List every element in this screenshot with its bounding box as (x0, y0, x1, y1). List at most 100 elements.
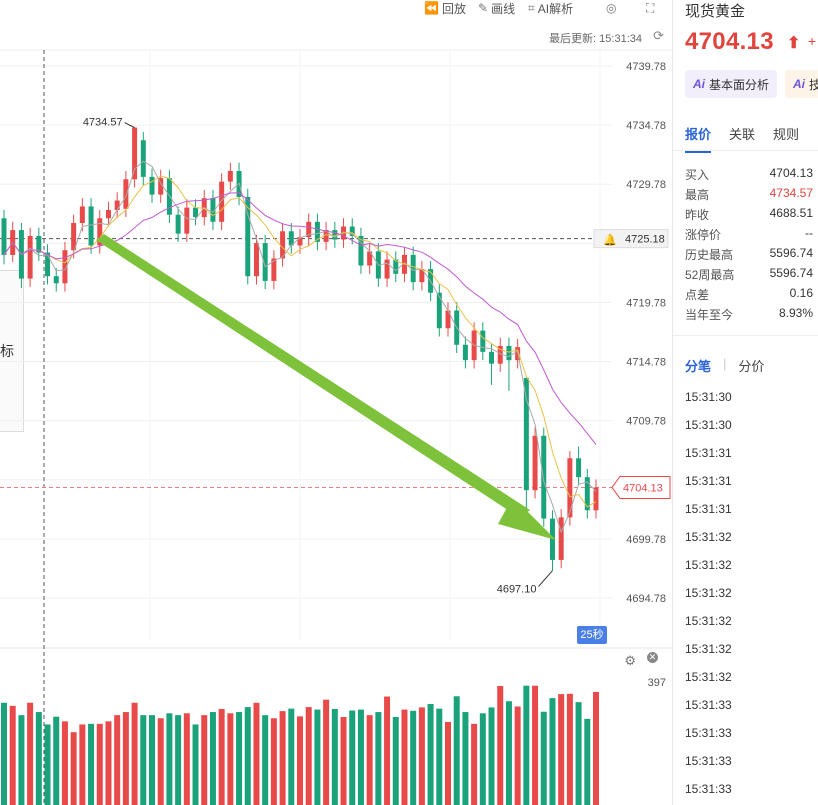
ai-icon: Ai (793, 77, 805, 91)
current-price: 4704.13 (685, 28, 774, 55)
ai-analysis-button[interactable]: ⌗ AI解析 (528, 0, 573, 16)
volume-bar (462, 712, 469, 805)
volume-bar (514, 706, 521, 805)
volume-bar (44, 724, 51, 805)
section-divider (673, 335, 818, 336)
candle-body (384, 259, 390, 279)
volume-bar (270, 718, 277, 805)
quote-row-52w-high: 52周最高 5596.74 (685, 266, 813, 283)
replay-button[interactable]: ⏪ 回放 (424, 0, 466, 16)
tick-time: 15:31:30 (685, 418, 732, 432)
volume-bar (401, 709, 408, 805)
up-arrow-icon: ⬆ (787, 35, 801, 52)
volume-bar (262, 715, 269, 805)
ai-scan-icon: ⌗ (528, 0, 535, 15)
volume-settings-icon[interactable]: ⚙ (624, 653, 636, 668)
volume-close-icon[interactable]: ✕ (647, 652, 658, 663)
candle-body (53, 276, 59, 284)
quote-value: -- (805, 226, 813, 240)
ai-analysis-label: AI解析 (537, 1, 574, 16)
volume-bar (218, 708, 225, 805)
candle-body (123, 179, 129, 209)
screenshot-button[interactable]: ◎ (606, 0, 616, 16)
quote-row-spread: 点差 0.16 (685, 286, 813, 303)
candle-body (27, 236, 33, 279)
volume-bar (288, 708, 295, 805)
fullscreen-button[interactable]: ⛶ (646, 0, 654, 16)
quote-row-prev-close: 昨收 4688.51 (685, 206, 813, 223)
current-price-tag-bg (611, 475, 671, 499)
ai-icon: Ai (693, 77, 705, 91)
quote-value: 5596.74 (769, 266, 813, 280)
quote-row-limit-up: 涨停价 -- (685, 226, 813, 243)
volume-bar (323, 699, 330, 805)
chart-area[interactable]: ⏪ 回放 ✎ 画线 ⌗ AI解析 ◎ ⛶ 最后更新: 15:31:34 ⟳ 标 … (0, 0, 672, 805)
indicator-panel-edge[interactable]: 标 (0, 270, 24, 432)
draw-line-button[interactable]: ✎ 画线 (478, 0, 515, 16)
technical-analysis-button[interactable]: Ai 技 (785, 70, 818, 98)
tick-list[interactable]: 15:31:30 15:31:30 15:31:30 15:31:31 15:3… (685, 375, 815, 805)
quote-row-high: 最高 4734.57 (685, 186, 813, 203)
last-update-time: 最后更新: 15:31:34 (549, 33, 642, 45)
candle-body (105, 209, 111, 219)
volume-bar (305, 707, 312, 805)
candle-body (219, 181, 225, 222)
quote-label: 涨停价 (685, 228, 722, 242)
candlestick-chart[interactable]: 4739.78 4734.78 4729.78 4719.78 4714.78 4709.… (0, 0, 672, 805)
candle-body (271, 258, 277, 281)
volume-bar (445, 721, 451, 805)
volume-bar (88, 723, 95, 805)
quote-label: 历史最高 (685, 248, 734, 262)
candle-body (158, 178, 164, 195)
volume-bar (497, 686, 504, 805)
quote-label: 买入 (685, 168, 710, 182)
current-price-tag: 4704.13 (623, 482, 663, 494)
volume-bar (418, 707, 425, 805)
candle-body (36, 236, 42, 253)
fundamental-analysis-button[interactable]: Ai 基本面分析 (685, 70, 778, 98)
volume-bar (201, 715, 208, 805)
volume-bar (575, 702, 582, 805)
quote-row-bid: 买入 4704.13 (685, 166, 813, 183)
quote-row-ytd: 当年至今 8.93% (685, 306, 813, 323)
tab-quote[interactable]: 报价 (685, 124, 712, 153)
candle-body (114, 200, 120, 210)
tab-rules[interactable]: 规则 (773, 127, 800, 142)
volume-bar (566, 693, 573, 805)
volume-bar (209, 712, 216, 805)
pen-icon: ✎ (478, 1, 489, 15)
candle-body (184, 207, 190, 234)
instrument-title: 现货黄金 (685, 3, 746, 20)
volume-bar (227, 713, 234, 805)
candle-body (584, 477, 590, 511)
candle-body (262, 243, 268, 281)
price-axis-label: 4709.78 (626, 416, 666, 428)
tab-ticks[interactable]: 分笔 (685, 359, 712, 374)
volume-bar (236, 712, 243, 805)
tick-time: 15:31:30 (685, 390, 732, 404)
volume-bar (149, 715, 155, 805)
candle-body (97, 218, 103, 246)
volume-bar (523, 685, 530, 805)
quote-label: 52周最高 (685, 268, 735, 282)
candle-body (140, 140, 146, 177)
tab-related[interactable]: 关联 (729, 127, 756, 142)
candle-body (332, 230, 338, 240)
tab-price-distribution[interactable]: 分价 (738, 359, 765, 374)
volume-max-label: 397 (647, 677, 666, 689)
candle-body (532, 435, 538, 491)
indicator-partial-label: 标 (0, 343, 14, 359)
candle-body (88, 206, 94, 246)
refresh-icon[interactable]: ⟳ (653, 28, 664, 43)
candle-body (567, 458, 573, 518)
volume-bar (453, 696, 460, 805)
replay-label: 回放 (441, 1, 466, 16)
volume-bar (357, 709, 364, 805)
tick-time: 15:31:30 (685, 375, 815, 383)
volume-bar (79, 724, 86, 805)
volume-bar (192, 724, 199, 805)
candle-body (576, 458, 582, 478)
low-marker-leader (538, 570, 553, 587)
candle-body (62, 250, 68, 284)
candle-body (497, 345, 503, 364)
